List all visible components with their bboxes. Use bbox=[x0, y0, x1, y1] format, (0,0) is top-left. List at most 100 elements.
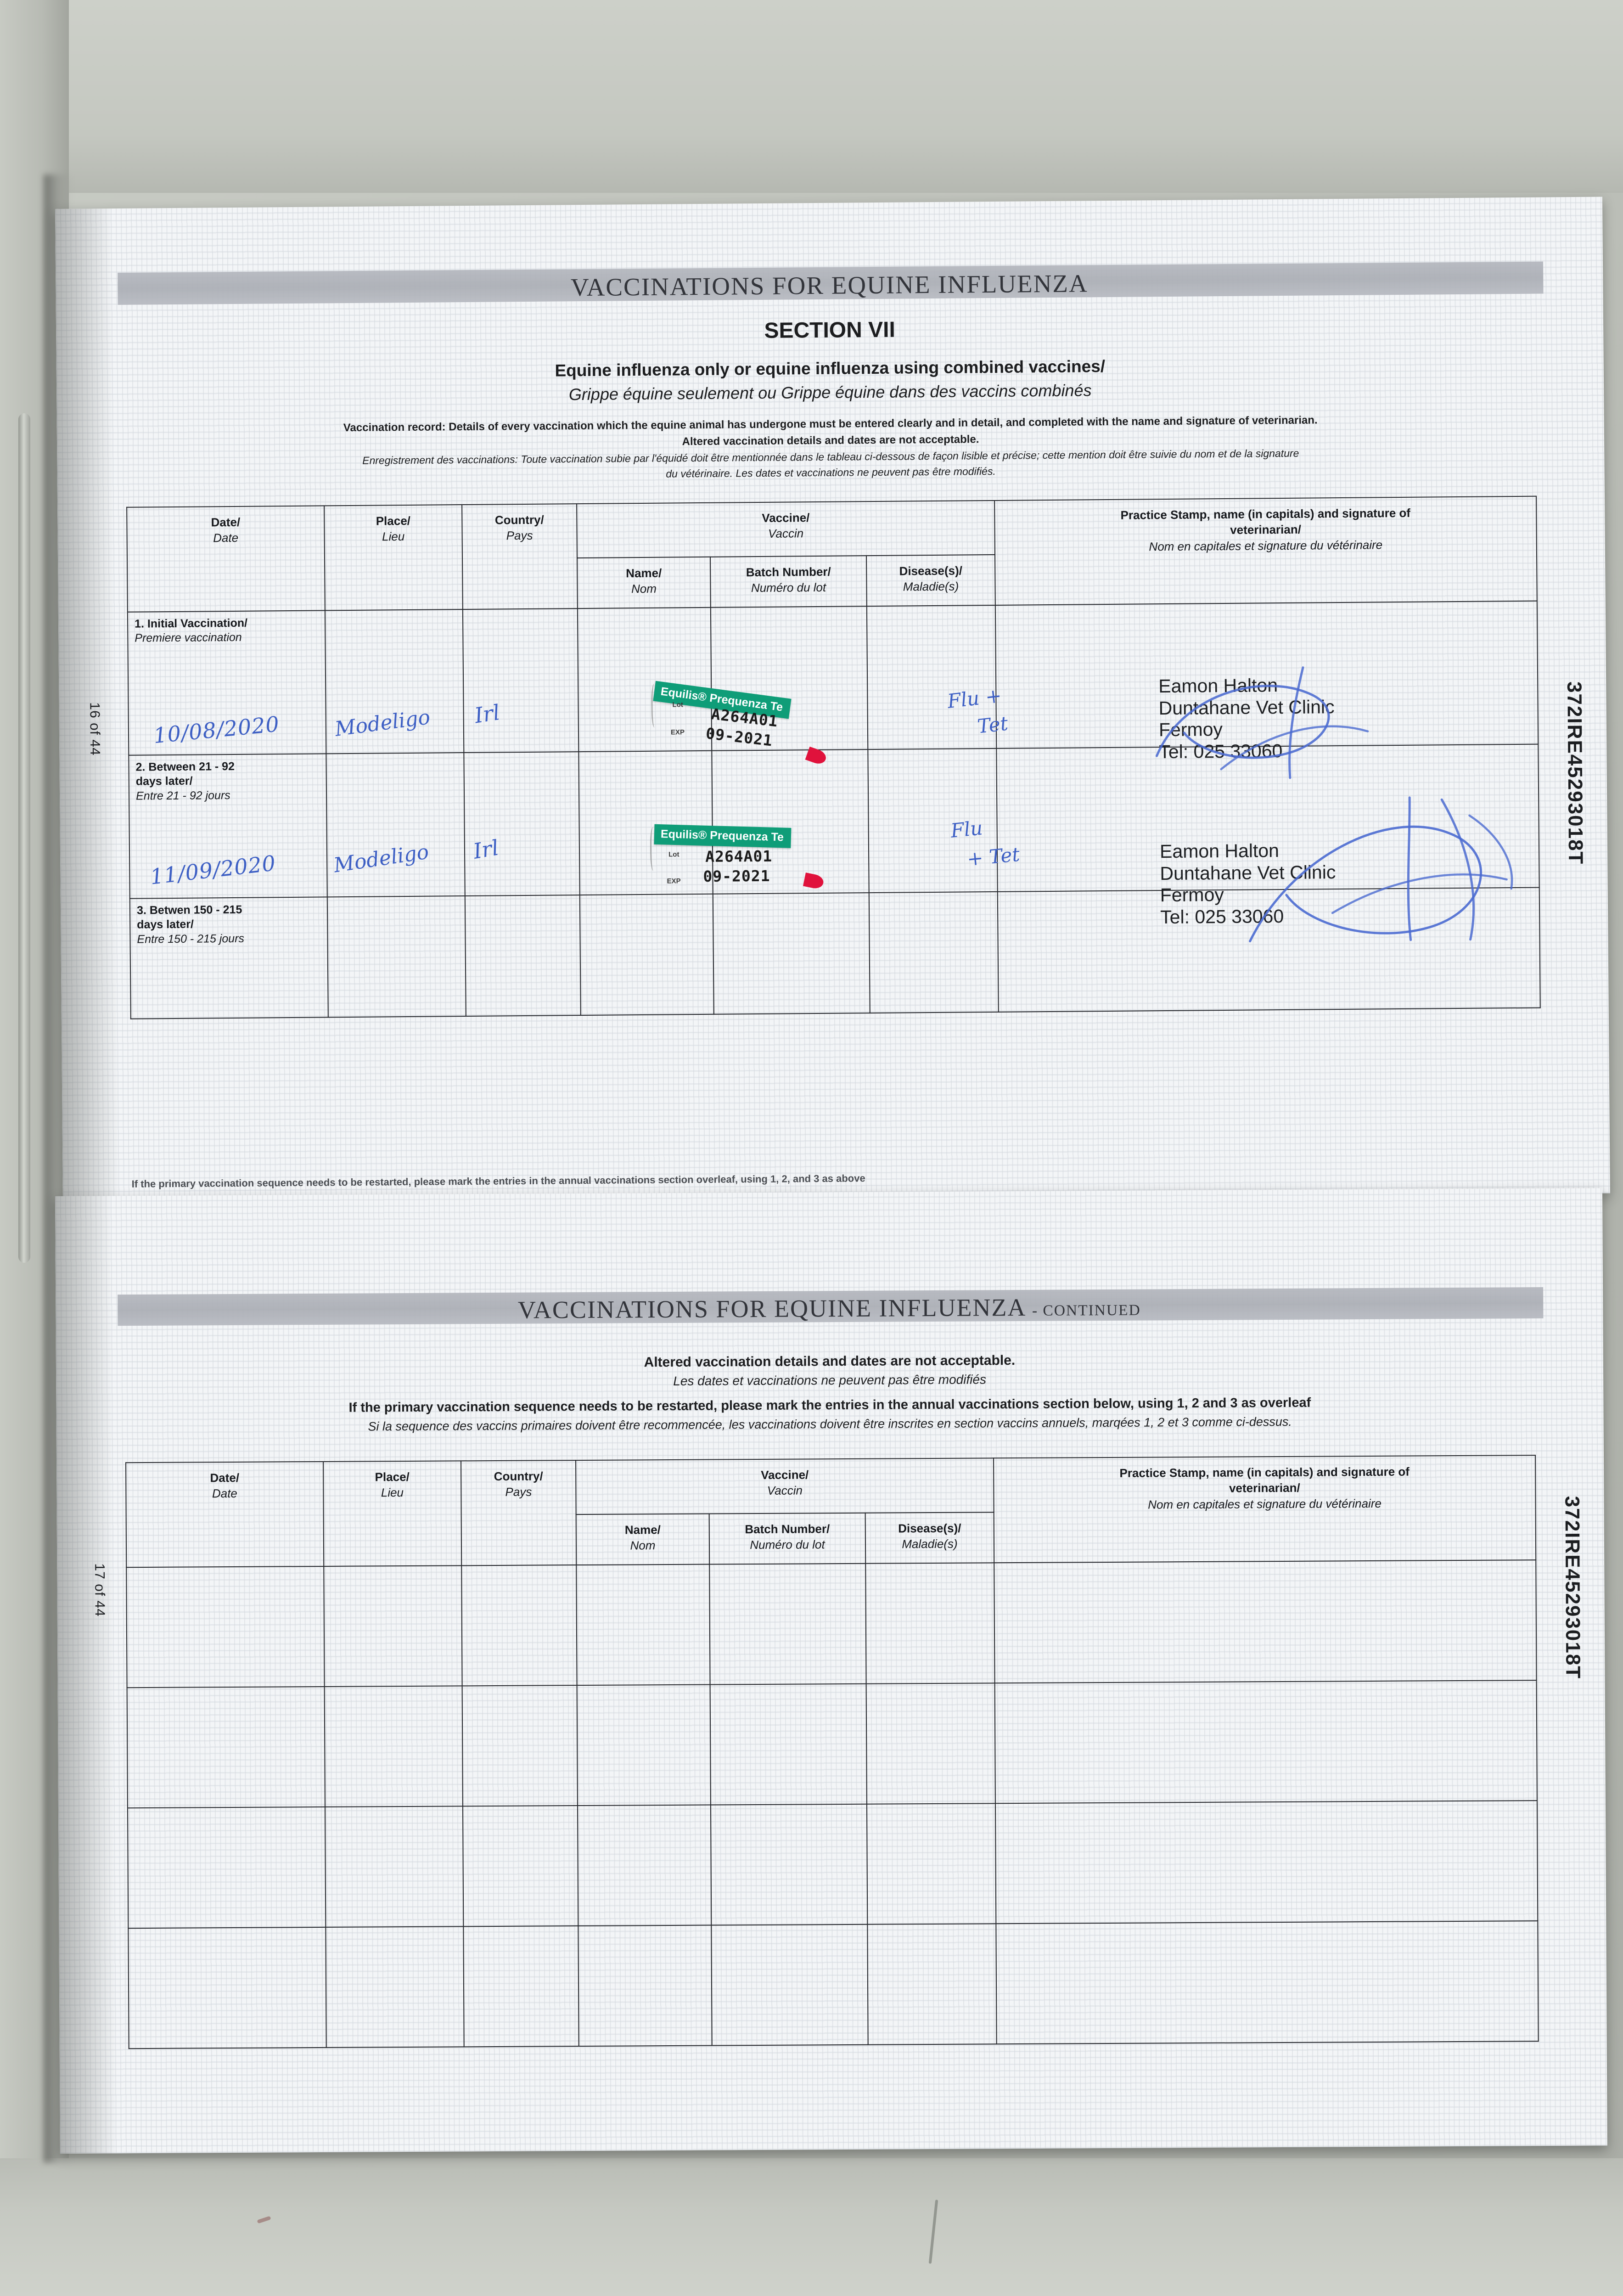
cell-date-empty[interactable] bbox=[127, 1806, 326, 1929]
desk-surface-top bbox=[0, 0, 1623, 193]
cell-place-2[interactable] bbox=[326, 753, 465, 897]
page16-page-number: 16 of 44 bbox=[87, 702, 103, 756]
cell-disease-3[interactable] bbox=[869, 891, 999, 1013]
header-country: Country/ Pays bbox=[462, 504, 578, 610]
page17-notice-fr-2: Si la sequence des vaccins primaires doi… bbox=[368, 1414, 1292, 1434]
sticker-lot-tag-2: Lot bbox=[668, 850, 680, 859]
practice-stamp-2: Eamon Halton Duntahane Vet Clinic Fermoy… bbox=[1160, 839, 1336, 928]
table-row[interactable] bbox=[127, 1801, 1538, 1929]
page17-header-diseases: Disease(s)/ Maladie(s) bbox=[865, 1512, 994, 1564]
cell-date-empty[interactable] bbox=[128, 1927, 326, 2049]
cell-vaccine-name-empty[interactable] bbox=[577, 1684, 711, 1806]
stamp-vet-name-2: Eamon Halton bbox=[1159, 840, 1280, 862]
cell-disease-1[interactable] bbox=[866, 605, 997, 750]
cell-batch-empty[interactable] bbox=[710, 1804, 868, 1925]
cell-disease-empty[interactable] bbox=[867, 1924, 997, 2045]
header-practice-stamp: Practice Stamp, name (in capitals) and s… bbox=[994, 496, 1537, 605]
table-row[interactable] bbox=[127, 1680, 1537, 1808]
sticker-lot-tag-1: Lot bbox=[672, 701, 683, 709]
stamp-tel-1: Tel: 025 33060 bbox=[1159, 740, 1283, 762]
cell-vaccine-name-2[interactable] bbox=[578, 750, 713, 895]
cell-place-3[interactable] bbox=[327, 896, 466, 1018]
page17-header-vaccine-name: Name/ Nom bbox=[576, 1514, 710, 1565]
page16-banner-title: VACCINATIONS FOR EQUINE INFLUENZA bbox=[570, 269, 1088, 302]
page16-clipped-footnote: If the primary vaccination sequence need… bbox=[131, 1172, 865, 1190]
cell-stamp-empty[interactable] bbox=[996, 1921, 1539, 2044]
cell-vaccine-name-1[interactable] bbox=[577, 607, 712, 752]
page17-header-practice-stamp: Practice Stamp, name (in capitals) and s… bbox=[994, 1455, 1536, 1563]
cell-disease-empty[interactable] bbox=[866, 1683, 995, 1804]
passport-page-16: VACCINATIONS FOR EQUINE INFLUENZA SECTIO… bbox=[55, 197, 1610, 1205]
cell-vaccine-name-empty[interactable] bbox=[576, 1564, 710, 1686]
cell-place-empty[interactable] bbox=[326, 1926, 464, 2048]
cell-country-2[interactable] bbox=[464, 752, 580, 896]
table-header-row-primary: Date/ Date Place/ Lieu Country/ Pays V bbox=[127, 496, 1537, 612]
cell-batch-empty[interactable] bbox=[711, 1924, 868, 2046]
binder-rod bbox=[18, 413, 30, 1263]
page17-page-number: 17 of 44 bbox=[92, 1563, 107, 1617]
cell-date-empty[interactable] bbox=[126, 1566, 325, 1688]
cell-country-3[interactable] bbox=[465, 895, 581, 1017]
cell-vaccine-name-empty[interactable] bbox=[577, 1805, 712, 1926]
page17-header-country: Country/ Pays bbox=[461, 1460, 577, 1566]
stamp-town-1: Fermoy bbox=[1158, 719, 1223, 741]
page16-passport-id: 372IRE45293018T bbox=[1563, 681, 1587, 865]
sticker-brand-label-2: Equilis® Prequenza Te bbox=[654, 824, 792, 848]
header-vaccine-name: Name/ Nom bbox=[577, 557, 711, 609]
cell-country-1[interactable] bbox=[462, 608, 579, 753]
cell-date-empty[interactable] bbox=[127, 1686, 325, 1808]
cell-country-empty[interactable] bbox=[461, 1565, 577, 1686]
cell-vaccine-name-empty[interactable] bbox=[578, 1925, 712, 2047]
practice-stamp-1: Eamon Halton Duntahane Vet Clinic Fermoy… bbox=[1158, 674, 1335, 763]
cell-batch-empty[interactable] bbox=[710, 1683, 867, 1805]
page17-banner-title: VACCINATIONS FOR EQUINE INFLUENZA bbox=[517, 1293, 1025, 1324]
cell-disease-2[interactable] bbox=[868, 748, 998, 893]
stamp-town-2: Fermoy bbox=[1160, 884, 1224, 906]
vaccination-table-page17: Date/ Date Place/ Lieu Country/ Pays V bbox=[125, 1455, 1539, 2049]
section-heading: SECTION VII bbox=[764, 317, 896, 343]
cell-disease-empty[interactable] bbox=[866, 1803, 996, 1925]
row-label-1: 1. Initial Vaccination/ Premiere vaccina… bbox=[127, 610, 326, 755]
header-vaccine-group: Vaccine/ Vaccin bbox=[577, 500, 995, 558]
page17-gutter-shadow bbox=[55, 1196, 115, 2154]
page17-header-batch-number: Batch Number/ Numéro du lot bbox=[709, 1513, 866, 1564]
sticker-expiry-2: 09-2021 bbox=[703, 867, 770, 885]
page17-header-date: Date/ Date bbox=[126, 1461, 324, 1568]
sticker-exp-tag-2: EXP bbox=[667, 877, 681, 885]
cell-country-empty[interactable] bbox=[463, 1926, 579, 2047]
cell-vaccine-name-3[interactable] bbox=[579, 894, 714, 1016]
page17-banner-continued: - CONTINUED bbox=[1032, 1301, 1141, 1319]
cell-batch-empty[interactable] bbox=[709, 1563, 866, 1685]
table-row[interactable] bbox=[128, 1921, 1539, 2049]
page17-notice-fr-1: Les dates et vaccinations ne peuvent pas… bbox=[673, 1372, 987, 1388]
vaccine-sticker-2: Equilis® Prequenza Te Lot EXP A264A01 09… bbox=[650, 823, 825, 890]
cell-country-empty[interactable] bbox=[462, 1685, 578, 1806]
cell-country-empty[interactable] bbox=[462, 1806, 578, 1927]
stamp-tel-2: Tel: 025 33060 bbox=[1160, 905, 1284, 928]
vaccine-sticker-1: Equilis® Prequenza Te Lot EXP A264A01 09… bbox=[651, 680, 828, 766]
desk-surface-bottom bbox=[0, 2158, 1623, 2296]
cell-place-1[interactable] bbox=[325, 609, 464, 754]
header-place: Place/ Lieu bbox=[324, 505, 463, 611]
cell-disease-empty[interactable] bbox=[865, 1563, 995, 1684]
cell-stamp-empty[interactable] bbox=[994, 1680, 1537, 1804]
cell-stamp-empty[interactable] bbox=[994, 1560, 1537, 1683]
table-row[interactable] bbox=[126, 1560, 1537, 1688]
cell-place-empty[interactable] bbox=[325, 1806, 464, 1927]
cell-place-empty[interactable] bbox=[324, 1565, 462, 1687]
stamp-clinic-1: Duntahane Vet Clinic bbox=[1158, 696, 1335, 719]
page17-header-place: Place/ Lieu bbox=[323, 1461, 462, 1566]
cell-stamp-empty[interactable] bbox=[995, 1801, 1538, 1924]
page17-notice-en-2: If the primary vaccination sequence need… bbox=[348, 1395, 1311, 1415]
passport-page-17: VACCINATIONS FOR EQUINE INFLUENZA - CONT… bbox=[55, 1188, 1607, 2154]
cell-place-empty[interactable] bbox=[324, 1686, 463, 1807]
page17-header-vaccine-group: Vaccine/ Vaccin bbox=[576, 1458, 994, 1515]
header-batch-number: Batch Number/ Numéro du lot bbox=[710, 556, 867, 608]
sticker-batch-number-2: A264A01 bbox=[705, 847, 773, 866]
cell-batch-3[interactable] bbox=[713, 893, 870, 1014]
page17-passport-id: 372IRE45293018T bbox=[1561, 1496, 1584, 1680]
page17-header-row-primary: Date/ Date Place/ Lieu Country/ Pays V bbox=[126, 1455, 1536, 1568]
row-label-3: 3. Betwen 150 - 215 days later/ Entre 15… bbox=[129, 897, 328, 1019]
header-diseases: Disease(s)/ Maladie(s) bbox=[866, 554, 995, 607]
